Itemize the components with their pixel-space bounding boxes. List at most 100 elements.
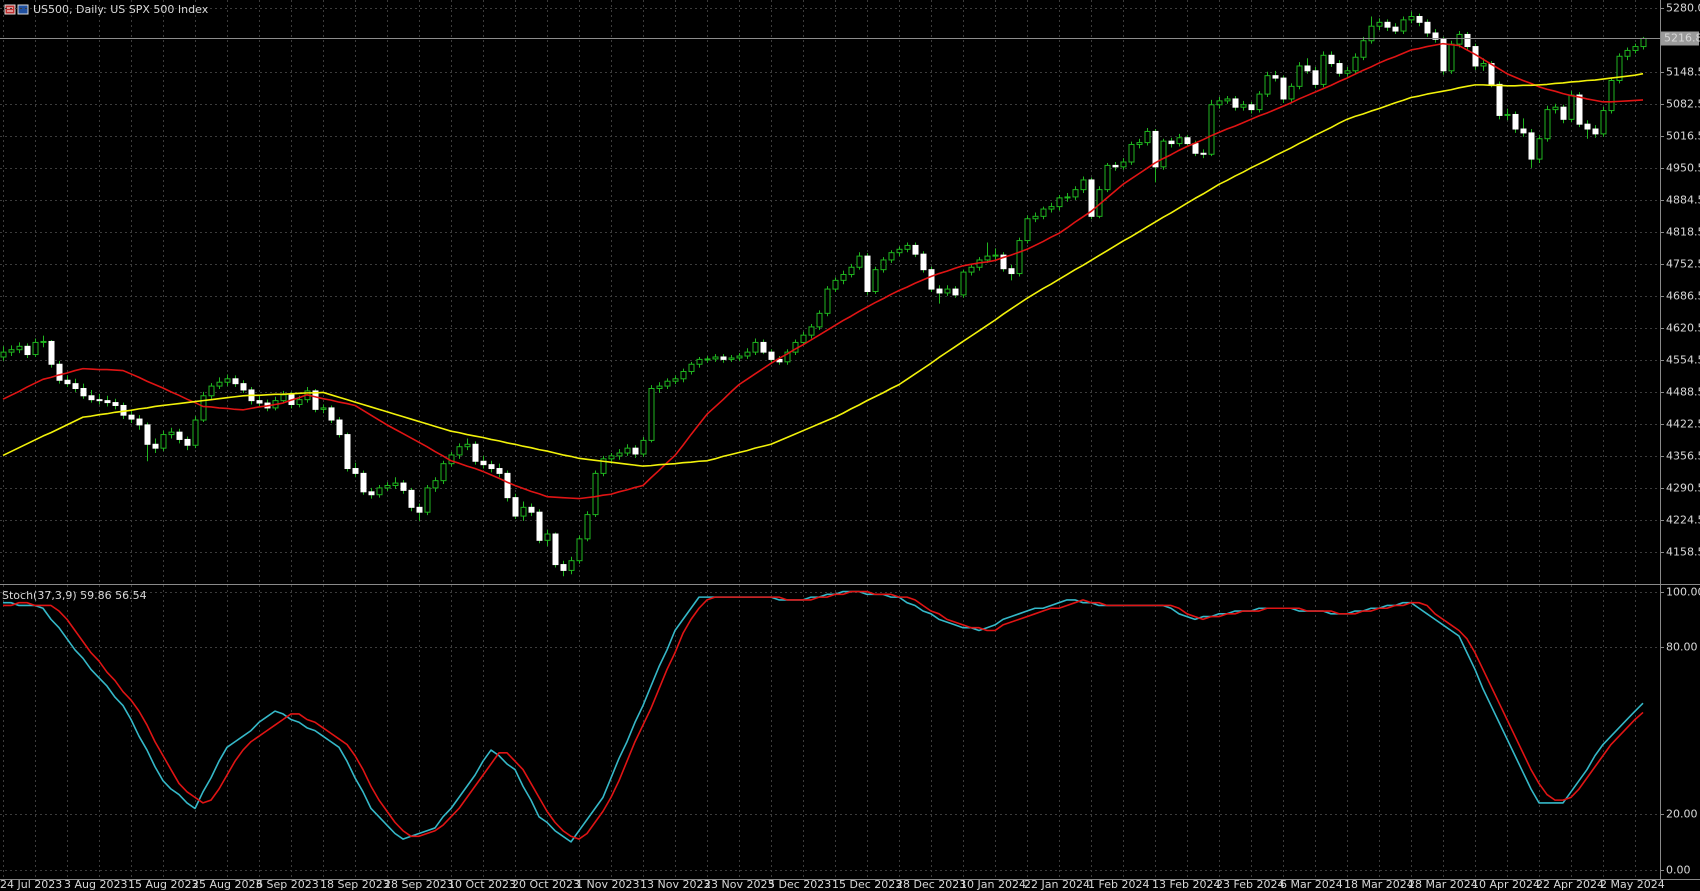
candle-body — [232, 378, 239, 385]
candle-body — [728, 357, 735, 360]
candle-body — [704, 358, 711, 361]
candle-body — [1152, 130, 1159, 168]
candle-body — [1160, 140, 1167, 168]
candle-body — [48, 340, 55, 365]
candle-body — [800, 334, 807, 343]
candle-body — [656, 385, 663, 390]
candle-body — [576, 538, 583, 562]
last-price-label: 5216.8 — [1664, 32, 1700, 45]
x-tick-label: 18 Sep 2023 — [320, 878, 390, 891]
x-tick-label: 28 Mar 2024 — [1408, 878, 1478, 891]
candle-body — [544, 533, 551, 541]
candle-body — [1344, 70, 1351, 74]
candle-body — [616, 452, 623, 457]
candle-body — [1432, 32, 1439, 40]
candle-body — [432, 480, 439, 489]
candle-body — [312, 390, 319, 410]
candle-body — [1328, 54, 1335, 65]
candle-body — [1376, 21, 1383, 27]
candle-body — [1448, 43, 1455, 72]
candle-body — [848, 266, 855, 276]
candle-body — [640, 439, 647, 455]
candle-body — [1016, 240, 1023, 275]
x-tick-label: 13 Nov 2023 — [640, 878, 710, 891]
candle-body — [168, 431, 175, 436]
candle-body — [1056, 197, 1063, 208]
candle-body — [1168, 140, 1175, 145]
candle-body — [1352, 56, 1359, 72]
candle-body — [1512, 113, 1519, 130]
candle-body — [200, 395, 207, 421]
candle-body — [912, 244, 919, 255]
x-tick-label: 15 Aug 2023 — [128, 878, 198, 891]
candle-body — [584, 514, 591, 540]
x-tick-label: 24 Jul 2023 — [0, 878, 62, 891]
x-tick-label: 13 Feb 2024 — [1152, 878, 1220, 891]
candle-body — [400, 482, 407, 491]
candle-body — [96, 399, 103, 402]
candle-body — [1520, 128, 1527, 134]
candle-body — [1032, 215, 1039, 220]
candle-body — [768, 351, 775, 360]
candle-body — [624, 447, 631, 454]
candle-body — [296, 399, 303, 406]
candle-body — [1064, 196, 1071, 199]
candle-body — [440, 463, 447, 482]
y-tick-label: 5280.0 — [1666, 2, 1700, 15]
x-tick-label: 20 Oct 2023 — [512, 878, 580, 891]
y-tick-label: 20.00 — [1666, 808, 1698, 821]
y-tick-label: 4620.5 — [1666, 322, 1700, 335]
candle-body — [144, 424, 151, 445]
candle-body — [1592, 128, 1599, 135]
candle-body — [1304, 65, 1311, 72]
candle-body — [176, 431, 183, 440]
candle-body — [1272, 75, 1279, 79]
x-tick-label: 23 Feb 2024 — [1216, 878, 1284, 891]
candle-body — [552, 533, 559, 566]
candle-body — [880, 259, 887, 271]
candle-body — [808, 326, 815, 336]
candle-body — [1408, 15, 1415, 21]
candle-body — [944, 288, 951, 294]
candle-body — [920, 253, 927, 271]
x-tick-label: 2 May 2024 — [1600, 878, 1665, 891]
y-tick-label: 4488.5 — [1666, 386, 1700, 399]
candle-body — [56, 363, 63, 381]
candle-body — [1440, 38, 1447, 72]
candle-body — [32, 341, 39, 356]
candle-body — [840, 274, 847, 281]
candle-body — [928, 269, 935, 290]
y-tick-label: 100.00 — [1666, 586, 1700, 599]
candle-body — [1088, 179, 1095, 217]
candle-body — [664, 380, 671, 387]
candle-body — [1296, 65, 1303, 87]
candle-body — [936, 288, 943, 294]
candle-body — [128, 414, 135, 420]
candle-body — [224, 378, 231, 383]
candle-body — [1216, 100, 1223, 106]
candle-body — [344, 434, 351, 470]
candle-body — [352, 468, 359, 474]
candle-body — [1608, 80, 1615, 112]
candle-body — [904, 244, 911, 250]
candle-body — [720, 356, 727, 360]
y-tick-label: 0.00 — [1666, 864, 1691, 877]
candle-body — [752, 341, 759, 353]
y-tick-label: 4686.5 — [1666, 290, 1700, 303]
candle-body — [520, 506, 527, 517]
candle-body — [1336, 63, 1343, 74]
candle-body — [1496, 83, 1503, 116]
candle-body — [1392, 26, 1399, 32]
candle-body — [688, 363, 695, 373]
x-tick-label: 10 Apr 2024 — [1472, 878, 1540, 891]
x-tick-label: 18 Mar 2024 — [1344, 878, 1414, 891]
candle-body — [960, 271, 967, 296]
candle-body — [1360, 40, 1367, 58]
candle-body — [328, 407, 335, 421]
candle-body — [1128, 144, 1135, 163]
candle-body — [1560, 106, 1567, 120]
candle-body — [1320, 54, 1327, 85]
candle-body — [888, 252, 895, 261]
